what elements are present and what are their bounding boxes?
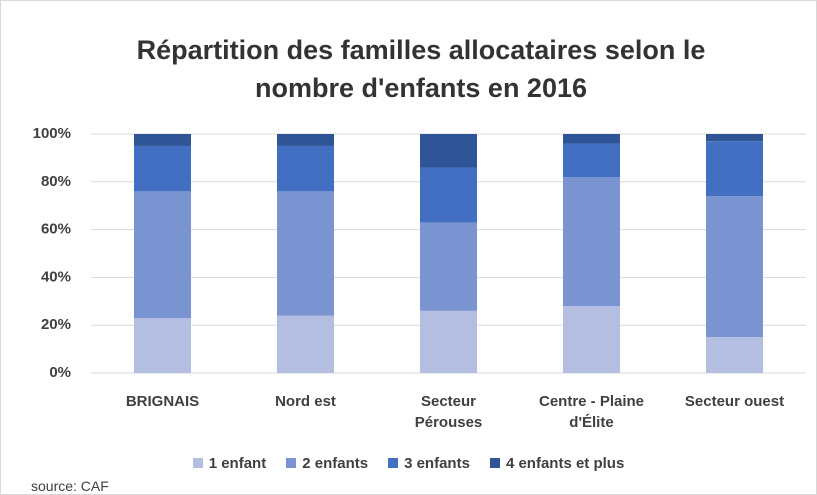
chart-title: Répartition des familles allocataires se… (136, 35, 706, 103)
y-tick-label: 60% (41, 221, 71, 238)
legend-label: 4 enfants et plus (505, 455, 625, 472)
bar-segment (420, 167, 477, 223)
bar-segment (134, 318, 191, 373)
bar-segment (134, 191, 191, 319)
bar-segment (134, 134, 191, 146)
bar-segment (420, 134, 477, 168)
bar-segment (563, 177, 620, 307)
legend-item: 2 enfants (286, 455, 368, 472)
bar-segment (706, 134, 763, 142)
y-tick-label: 20% (41, 316, 71, 333)
bar-segment (706, 337, 763, 373)
legend-item: 4 enfants et plus (489, 455, 625, 472)
y-tick-label: 100% (33, 125, 71, 142)
bar-segment (420, 310, 477, 373)
legend-swatch (489, 458, 500, 468)
legend-swatch (286, 458, 297, 468)
legend-item: 1 enfant (192, 455, 267, 472)
bar-segment (277, 145, 334, 192)
y-tick-label: 40% (41, 268, 71, 285)
legend-label: 1 enfant (208, 455, 267, 472)
x-tick-label: Nord est (275, 393, 336, 410)
bar-segment (134, 145, 191, 192)
y-tick-label: 0% (49, 364, 71, 381)
bar-segment (277, 191, 334, 316)
bar-segment (706, 196, 763, 338)
bar-segment (277, 134, 334, 146)
source: source: CAF (31, 478, 109, 494)
y-tick-label: 80% (41, 173, 71, 190)
bar-segment (277, 315, 334, 373)
bar-segment (563, 143, 620, 178)
legend-item: 3 enfants (388, 455, 470, 472)
legend-swatch (192, 458, 203, 468)
legend-label: 2 enfants (302, 455, 369, 472)
legend-label: 3 enfants (404, 455, 470, 472)
x-tick-label: BRIGNAIS (125, 393, 200, 410)
bar-segment (563, 306, 620, 373)
x-tick-label: Centre - Plaine d'Élite (538, 393, 645, 431)
bar-segment (706, 141, 763, 197)
x-tick-label: Secteur Pérouses (414, 393, 483, 431)
legend-swatch (388, 458, 399, 468)
legend: 1 enfant 2 enfants 3 enfants 4 enfants et p… (1, 455, 816, 472)
x-tick-label: Secteur ouest (684, 393, 785, 410)
bar-segment (563, 134, 620, 144)
bar-segment (420, 222, 477, 311)
